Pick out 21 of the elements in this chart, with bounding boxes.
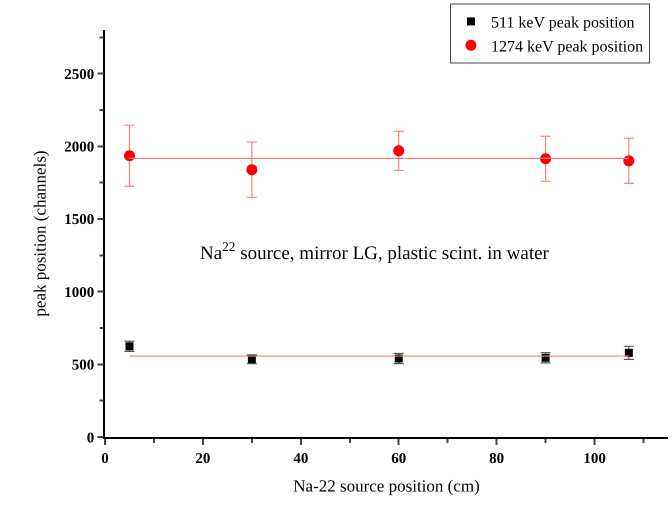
annotation: Na$^{22}$ source, mirror LG, plastic scint. in water [200, 239, 550, 264]
point [393, 145, 404, 156]
y-tick-label: 2500 [64, 66, 94, 83]
x-tick-label: 80 [489, 450, 504, 467]
legend-label: 1274 keV peak position [490, 38, 644, 56]
x-axis-title: Na-22 source position (cm) [293, 476, 480, 496]
x-tick-label: 20 [195, 450, 210, 467]
point [246, 164, 258, 176]
y-tick-label: 1000 [64, 284, 94, 301]
legend-label: 511 keV peak position [490, 14, 635, 32]
y-tick-label: 1500 [64, 212, 94, 228]
y-tick-label: 500 [72, 358, 94, 374]
y-axis-title: peak position (channels) [30, 150, 50, 317]
x-tick-label: 0 [101, 450, 109, 467]
x-tick-label: 100 [583, 450, 606, 467]
point [124, 150, 135, 162]
y-tick-label: 0 [86, 430, 94, 446]
point [623, 155, 634, 166]
x-tick-label: 60 [391, 450, 406, 467]
x-tick-label: 40 [293, 450, 308, 467]
y-tick-label: 2000 [64, 140, 94, 156]
